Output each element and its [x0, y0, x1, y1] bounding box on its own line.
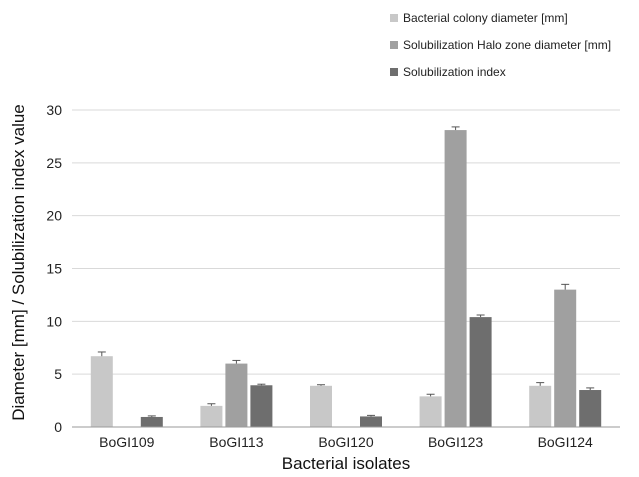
y-tick-label: 25: [46, 155, 62, 171]
bars: [90, 130, 602, 427]
bar: [310, 385, 332, 427]
y-tick-label: 0: [54, 419, 62, 435]
x-tick-label: BoGI124: [538, 434, 593, 450]
bar: [529, 385, 552, 427]
legend-swatch: [390, 41, 398, 49]
bar: [579, 390, 602, 427]
bar: [90, 356, 113, 427]
x-tick-label: BoGI120: [318, 434, 373, 450]
y-tick-labels: 0 5 10 15 20 25 30: [46, 102, 62, 435]
y-axis-title: Diameter [mm] / Solubilization index val…: [9, 104, 28, 421]
y-tick-label: 5: [54, 366, 62, 382]
y-tick-label: 15: [46, 261, 62, 277]
legend-label: Bacterial colony diameter [mm]: [403, 11, 568, 25]
legend-label: Solubilization index: [403, 65, 506, 79]
bar: [554, 289, 577, 427]
error-bars: [97, 126, 595, 417]
bar: [469, 317, 492, 427]
x-axis-title: Bacterial isolates: [282, 454, 411, 473]
bar: [444, 130, 467, 427]
bar: [250, 385, 273, 427]
x-tick-labels: BoGI109 BoGI113 BoGI120 BoGI123 BoGI124: [99, 434, 593, 450]
legend-swatch: [390, 68, 398, 76]
bar: [419, 396, 442, 427]
legend-swatch: [390, 14, 398, 22]
y-tick-label: 20: [46, 208, 62, 224]
gridlines: [72, 109, 620, 375]
x-tick-label: BoGI113: [209, 434, 263, 450]
legend-label: Solubilization Halo zone diameter [mm]: [403, 38, 611, 52]
bar: [360, 416, 382, 427]
bar: [225, 363, 248, 427]
x-tick-label: BoGI123: [428, 434, 483, 450]
y-tick-label: 30: [46, 102, 62, 118]
bar: [200, 405, 223, 427]
y-tick-label: 10: [46, 313, 62, 329]
x-tick-label: BoGI109: [99, 434, 154, 450]
bar: [140, 416, 163, 427]
legend: Bacterial colony diameter [mm] Solubiliza…: [390, 11, 611, 79]
